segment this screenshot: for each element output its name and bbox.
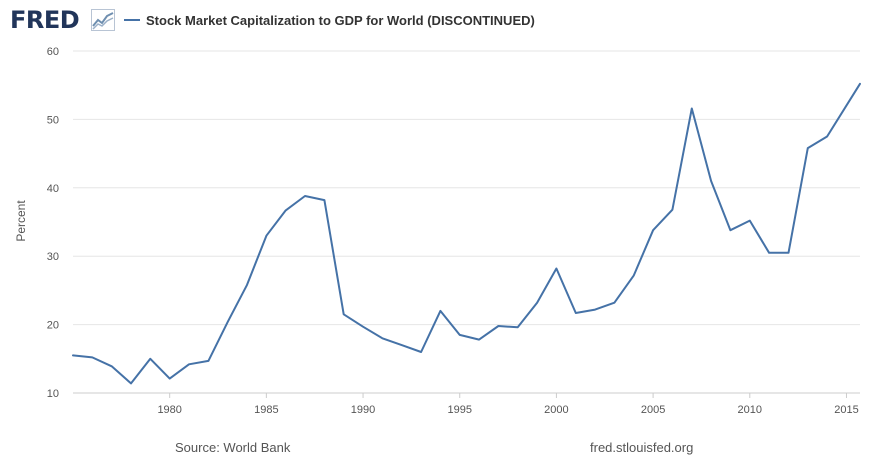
data-point	[708, 178, 714, 184]
data-point	[147, 356, 153, 362]
data-point	[766, 250, 772, 256]
data-point	[89, 354, 95, 360]
data-point	[689, 105, 695, 111]
data-point	[476, 337, 482, 343]
data-point	[263, 233, 269, 239]
y-tick-label: 60	[47, 46, 59, 58]
data-point	[573, 310, 579, 316]
data-point	[650, 227, 656, 233]
data-point	[341, 311, 347, 317]
data-point	[186, 361, 192, 367]
x-tick-label: 2005	[641, 404, 665, 416]
x-tick-label: 1985	[254, 404, 278, 416]
data-point	[592, 307, 598, 313]
chart-trend-icon	[91, 9, 115, 31]
data-point	[225, 319, 231, 325]
legend-series-title[interactable]: Stock Market Capitalization to GDP for W…	[146, 12, 535, 28]
data-point	[418, 349, 424, 355]
data-point	[553, 266, 559, 272]
axes: 10 20 30 40 50 60 1980 1985 1990 1995 2000 2005 2010…	[47, 46, 860, 416]
gridlines	[73, 50, 860, 394]
data-point	[128, 380, 134, 386]
x-tick-label: 2010	[738, 404, 762, 416]
data-point	[747, 218, 753, 224]
data-point	[534, 300, 540, 306]
x-tick-label: 2015	[834, 404, 858, 416]
chart-legend: Stock Market Capitalization to GDP for W…	[124, 11, 535, 29]
data-point	[824, 134, 830, 140]
legend-swatch	[124, 19, 140, 21]
data-point	[167, 376, 173, 382]
data-point	[785, 250, 791, 256]
data-point	[302, 193, 308, 199]
data-point	[457, 332, 463, 338]
x-tick-label: 1995	[447, 404, 471, 416]
y-tick-label: 20	[47, 320, 59, 332]
data-point	[283, 207, 289, 213]
data-point	[205, 358, 211, 364]
site-link[interactable]: fred.stlouisfed.org	[590, 440, 694, 455]
data-point	[379, 335, 385, 341]
y-tick-label: 50	[47, 114, 59, 126]
series-layer	[70, 81, 863, 386]
data-point	[669, 207, 675, 213]
data-point	[631, 272, 637, 278]
chart-header: FRED Stock Market Capitalization to GDP …	[0, 0, 880, 40]
y-tick-label: 10	[47, 388, 59, 400]
y-tick-label: 30	[47, 251, 59, 263]
source-note: Source: World Bank	[175, 440, 291, 455]
x-tick-label: 2000	[544, 404, 568, 416]
data-point	[727, 227, 733, 233]
data-point	[611, 300, 617, 306]
x-tick-label: 1990	[351, 404, 375, 416]
data-point	[244, 282, 250, 288]
y-axis-label: Percent	[14, 200, 28, 242]
series-line	[72, 82, 861, 385]
data-point	[321, 197, 327, 203]
fred-logo[interactable]: FRED	[10, 6, 80, 34]
x-tick-label: 1980	[157, 404, 181, 416]
data-point	[109, 363, 115, 369]
data-point	[399, 342, 405, 348]
data-point	[360, 324, 366, 330]
data-point	[857, 81, 863, 87]
y-tick-label: 40	[47, 183, 59, 195]
data-point	[70, 352, 76, 358]
data-point	[515, 324, 521, 330]
data-point	[437, 308, 443, 314]
data-point	[805, 145, 811, 151]
data-point	[495, 323, 501, 329]
